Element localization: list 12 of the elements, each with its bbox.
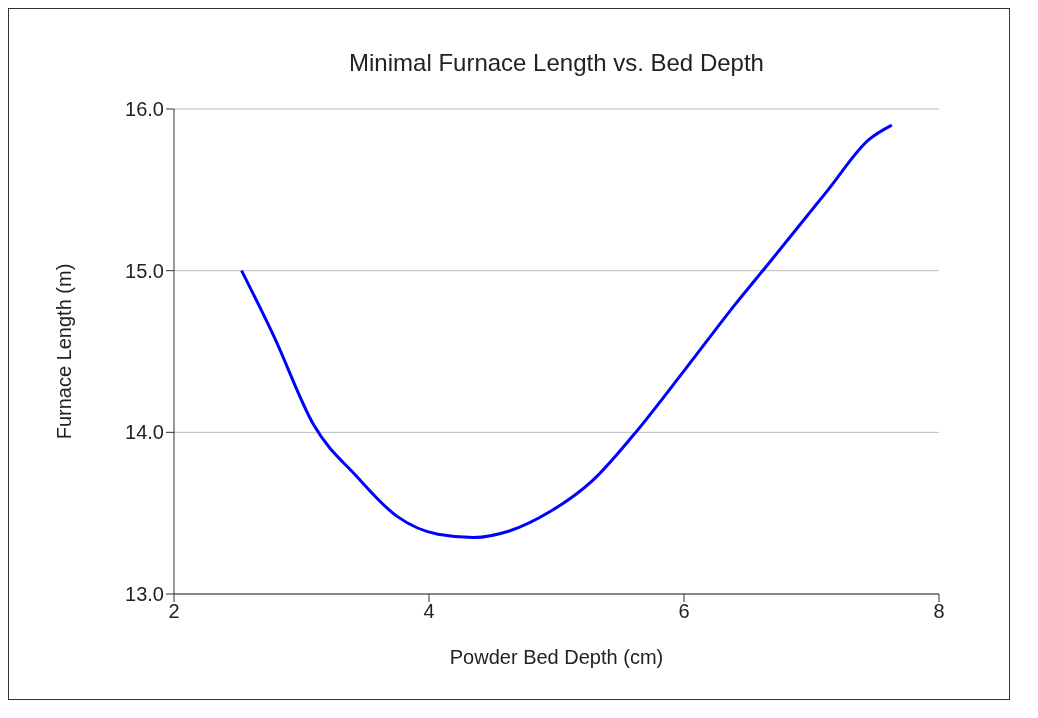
x-tick-label: 8 (933, 600, 945, 623)
y-axis-title: Furnace Length (m) (53, 263, 76, 440)
x-tick-label: 6 (678, 600, 690, 623)
x-tick-label: 2 (168, 600, 180, 623)
y-tick-label: 15.0 (125, 259, 164, 282)
chart-title: Minimal Furnace Length vs. Bed Depth (348, 49, 765, 77)
x-tick-label: 4 (423, 600, 435, 623)
line-series (240, 123, 894, 539)
y-tick-label: 16.0 (125, 98, 164, 121)
y-tick-label: 14.0 (125, 421, 164, 444)
y-tick-label: 13.0 (125, 583, 164, 606)
x-axis-title: Powder Bed Depth (cm) (449, 646, 664, 668)
